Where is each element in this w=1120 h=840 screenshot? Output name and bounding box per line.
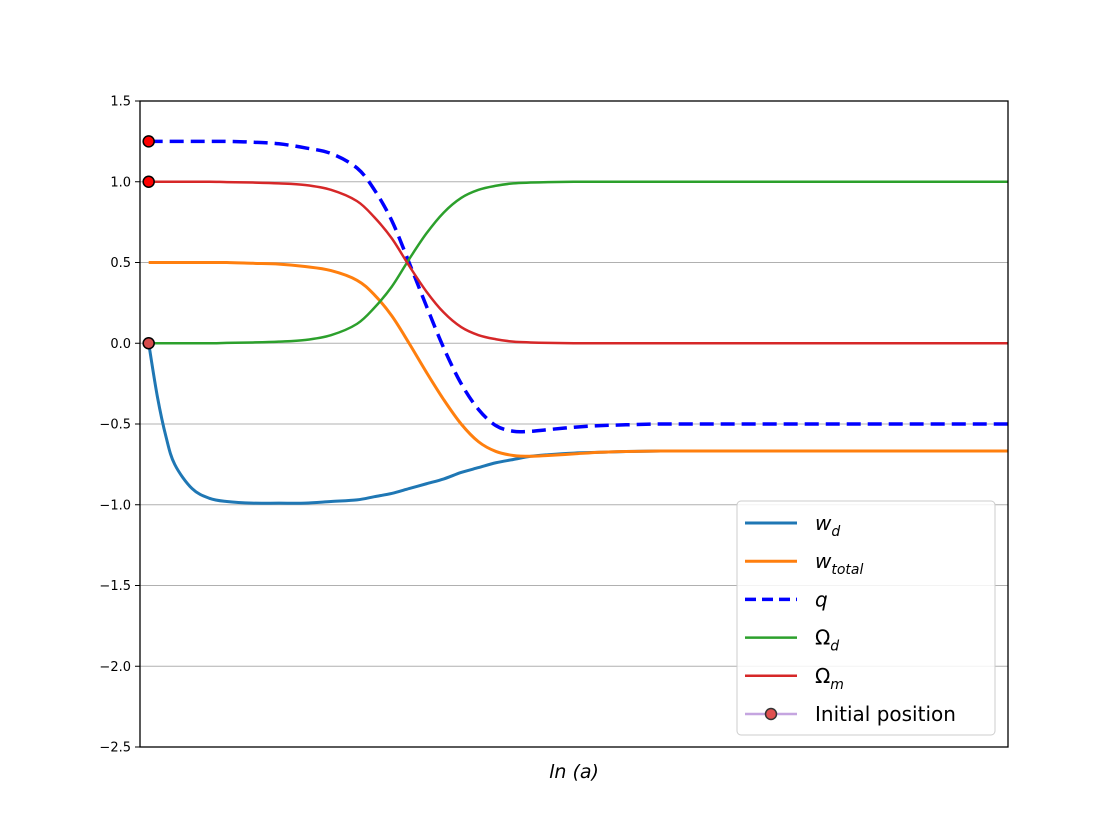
series-line--d bbox=[148, 180, 1008, 345]
y-tick-label: −2.0 bbox=[99, 660, 131, 675]
series-line-q bbox=[148, 139, 1008, 434]
legend-box bbox=[736, 500, 996, 736]
initial-position-point bbox=[142, 135, 155, 148]
initial-position-markers bbox=[142, 135, 155, 350]
x-axis-label: ln (a) bbox=[549, 761, 599, 783]
legend-label: q bbox=[815, 587, 828, 611]
initial-position-point bbox=[142, 337, 155, 350]
y-tick-label: 0.0 bbox=[110, 337, 131, 352]
series-line-w-total bbox=[148, 260, 1008, 458]
legend-label: wd bbox=[815, 511, 840, 540]
legend: wd wtotal q Ωd Ωm Initial position bbox=[736, 500, 996, 736]
y-tick-label: −2.5 bbox=[99, 741, 131, 756]
y-tick-label: 1.0 bbox=[110, 175, 131, 190]
plot-frame bbox=[139, 100, 1009, 748]
y-axis-ticks: −2.5 −2.0 −1.5 −1.0 −0.5 0.0 0.5 1.0 1.5 bbox=[99, 95, 140, 756]
series-lines bbox=[147, 139, 1008, 505]
legend-label: wtotal bbox=[815, 549, 863, 578]
legend-label: Ωd bbox=[815, 626, 839, 655]
legend-label: Ωm bbox=[815, 664, 844, 693]
y-tick-label: −1.5 bbox=[99, 579, 131, 594]
series-line--m bbox=[148, 180, 1008, 345]
initial-position-point bbox=[142, 175, 155, 188]
y-tick-label: −0.5 bbox=[99, 418, 131, 433]
legend-label: Initial position bbox=[815, 702, 956, 726]
y-tick-label: 0.5 bbox=[110, 256, 131, 271]
y-tick-label: 1.5 bbox=[110, 95, 131, 110]
y-tick-label: −1.0 bbox=[99, 498, 131, 513]
legend-marker bbox=[764, 707, 778, 721]
